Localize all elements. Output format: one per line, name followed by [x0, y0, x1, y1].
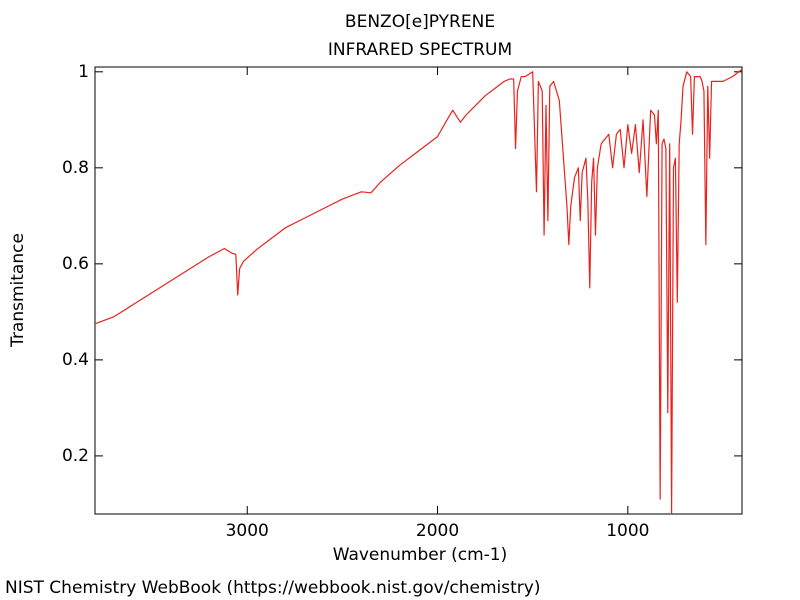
- source-note: NIST Chemistry WebBook (https://webbook.…: [5, 578, 540, 598]
- x-tick-label: 2000: [416, 521, 459, 541]
- x-tick-label: 3000: [226, 521, 269, 541]
- x-axis-label: Wavenumber (cm-1): [333, 545, 508, 565]
- y-tick-label: 0.2: [62, 446, 89, 466]
- chart-subtitle: INFRARED SPECTRUM: [328, 40, 512, 60]
- y-tick-label: 0.4: [62, 350, 89, 370]
- chart-title: BENZO[e]PYRENE: [345, 12, 495, 32]
- x-tick-label: 1000: [606, 521, 649, 541]
- y-tick-label: 0.6: [62, 254, 89, 274]
- y-axis-label: Transmitance: [8, 233, 28, 348]
- spectrum-line: [94, 68, 743, 515]
- plot-frame: [94, 66, 743, 515]
- y-tick-label: 0.8: [62, 158, 89, 178]
- y-tick-label: 1: [78, 62, 89, 82]
